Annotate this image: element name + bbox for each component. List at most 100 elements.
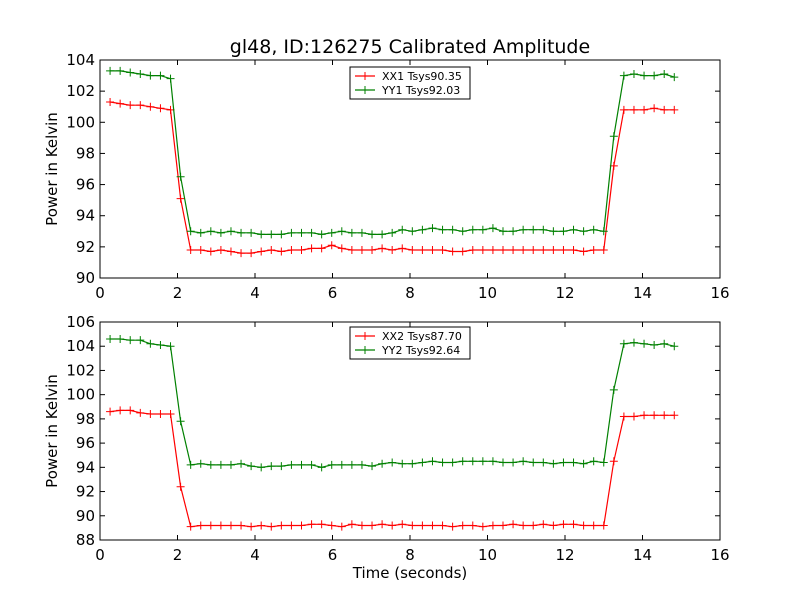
data-point <box>478 522 487 531</box>
y-tick-label: 104 <box>66 337 95 355</box>
data-point <box>368 521 377 530</box>
data-point <box>206 247 215 256</box>
y-axis-label: Power in Kelvin <box>43 112 61 226</box>
y-tick-label: 92 <box>76 483 95 501</box>
data-point <box>458 521 467 530</box>
data-point <box>287 245 296 254</box>
data-point <box>438 225 447 234</box>
data-point <box>186 460 195 469</box>
data-point <box>418 458 427 467</box>
data-point <box>398 244 407 253</box>
data-point <box>579 227 588 236</box>
data-point <box>297 245 306 254</box>
x-tick-label: 12 <box>555 284 574 302</box>
data-point <box>388 521 397 530</box>
data-point <box>428 521 437 530</box>
data-point <box>408 459 417 468</box>
data-point <box>418 245 427 254</box>
y-tick-label: 100 <box>66 113 95 131</box>
legend-label: XX2 Tsys87.70 <box>382 330 462 343</box>
x-tick-label: 14 <box>633 284 652 302</box>
data-point <box>670 342 679 351</box>
data-point <box>640 339 649 348</box>
data-point <box>166 410 175 419</box>
x-tick-label: 8 <box>405 284 415 302</box>
figure-title: gl48, ID:126275 Calibrated Amplitude <box>230 36 590 58</box>
data-point <box>347 228 356 237</box>
x-tick-label: 4 <box>250 546 260 564</box>
data-point <box>408 521 417 530</box>
data-point <box>458 247 467 256</box>
data-point <box>368 245 377 254</box>
data-point <box>307 244 316 253</box>
data-point <box>468 457 477 466</box>
data-point <box>146 339 155 348</box>
data-point <box>357 228 366 237</box>
x-tick-label: 16 <box>710 284 729 302</box>
data-point <box>186 522 195 531</box>
data-point <box>156 104 165 113</box>
data-point <box>368 462 377 471</box>
data-point <box>448 225 457 234</box>
data-point <box>539 225 548 234</box>
data-point <box>529 225 538 234</box>
data-point <box>650 341 659 350</box>
data-point <box>176 482 185 491</box>
data-point <box>216 521 225 530</box>
data-point <box>408 227 417 236</box>
plot-frame <box>99 59 721 279</box>
data-point <box>559 458 568 467</box>
data-point <box>589 521 598 530</box>
data-point <box>589 457 598 466</box>
data-point <box>499 458 507 467</box>
x-tick-label: 10 <box>478 546 497 564</box>
data-point <box>569 520 578 529</box>
data-point <box>388 228 397 237</box>
data-point <box>619 412 628 421</box>
data-point <box>337 244 346 253</box>
y-tick-label: 90 <box>76 507 95 525</box>
data-point <box>307 460 316 469</box>
data-point <box>237 228 246 237</box>
data-point <box>629 338 638 347</box>
data-point <box>126 406 135 415</box>
x-tick-label: 0 <box>95 284 105 302</box>
data-point <box>619 339 628 348</box>
data-point <box>408 245 417 254</box>
data-point <box>640 71 649 80</box>
y-tick-label: 90 <box>76 269 95 287</box>
y-tick-label: 92 <box>76 238 95 256</box>
data-point <box>599 227 608 236</box>
x-axis-label: Time (seconds) <box>352 564 468 582</box>
data-point <box>569 245 578 254</box>
plot-frame <box>99 321 721 541</box>
data-point <box>448 247 457 256</box>
data-point <box>116 99 125 108</box>
data-point <box>569 458 578 467</box>
data-point <box>609 457 618 466</box>
data-point <box>146 410 155 419</box>
data-point <box>468 245 477 254</box>
y-tick-label: 102 <box>66 361 95 379</box>
legend-marker <box>361 86 369 94</box>
y-tick-label: 94 <box>76 458 95 476</box>
x-tick-label: 12 <box>555 546 574 564</box>
data-point <box>458 457 467 466</box>
data-point <box>116 66 125 75</box>
data-point <box>488 245 497 254</box>
data-point <box>670 73 679 82</box>
data-point <box>337 460 346 469</box>
data-point <box>347 520 356 529</box>
data-point <box>226 227 235 236</box>
data-point <box>216 460 225 469</box>
data-point <box>549 459 558 468</box>
data-point <box>136 408 145 417</box>
data-point <box>660 411 669 420</box>
data-point <box>166 342 175 351</box>
data-point <box>267 245 276 254</box>
x-tick-label: 14 <box>633 546 652 564</box>
data-point <box>206 227 215 236</box>
data-point <box>287 228 296 237</box>
data-point <box>559 520 568 529</box>
data-point <box>126 101 135 110</box>
